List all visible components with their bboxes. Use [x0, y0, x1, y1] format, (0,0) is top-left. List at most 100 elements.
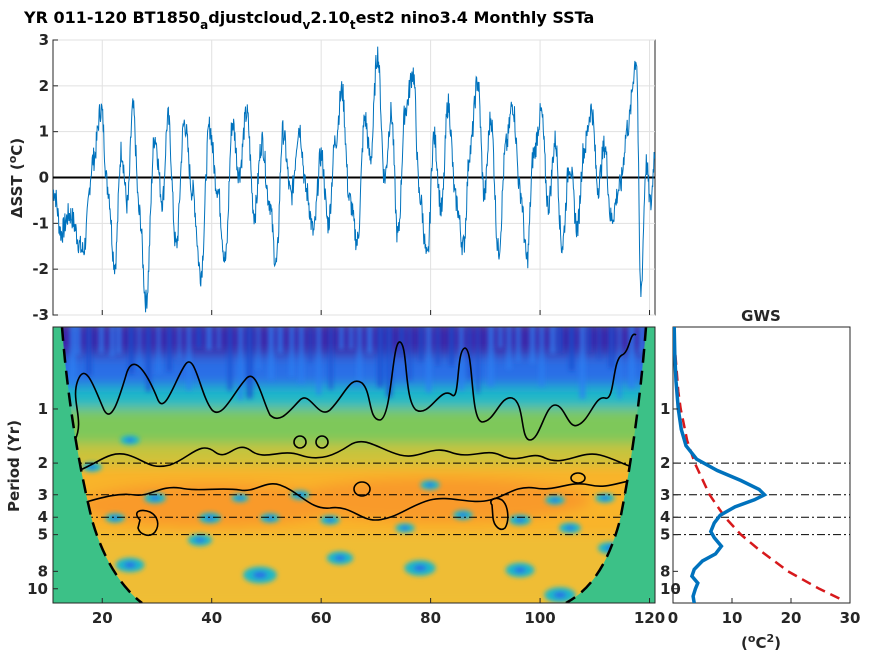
wavelet-y-tick-label: 4	[38, 508, 48, 526]
wavelet-streak	[608, 327, 615, 369]
wavelet-streak	[579, 327, 586, 399]
wavelet-x-tick-label: 80	[420, 609, 441, 627]
chart-title: YR 011-120 BT1850adjustcloudv2.10test2 n…	[23, 8, 594, 32]
wavelet-y-tick-label: 5	[38, 526, 48, 544]
timeseries-ylabel: ΔSST (oC)	[6, 138, 26, 218]
wavelet-x-tick-label: 40	[201, 609, 222, 627]
cone-of-influence-left	[53, 327, 142, 603]
wavelet-streak	[639, 327, 645, 354]
gws-y-tick-label: 8	[660, 562, 670, 580]
wavelet-band-annual	[53, 386, 655, 410]
wavelet-minimum-core	[601, 496, 609, 500]
significance-contour-small-b	[490, 497, 509, 531]
title-part: YR 011-120 BT1850	[23, 8, 200, 27]
wavelet-streak	[329, 327, 333, 390]
gws-significance-line	[674, 354, 843, 601]
wavelet-band-short-period	[53, 327, 655, 360]
wavelet-streak	[488, 327, 494, 387]
significance-contour-upper	[74, 333, 637, 441]
wavelet-minimum-core	[111, 516, 119, 520]
wavelet-minimum-core	[551, 498, 559, 502]
wavelet-x-tick-label: 100	[524, 609, 555, 627]
wavelet-x-tick-label: 60	[311, 609, 332, 627]
wavelet-streak	[146, 327, 151, 392]
wavelet-minimum-core	[565, 525, 575, 531]
wavelet-x-ticks: 20 40 60 80 100 120	[92, 310, 665, 627]
timeseries-y-tick-label: 1	[39, 123, 49, 141]
wavelet-streak	[137, 327, 141, 369]
gws-y-tick-label: 1	[660, 400, 670, 418]
gws-y-tick-label: 2	[660, 454, 670, 472]
wavelet-streak	[516, 327, 521, 362]
wavelet-streak	[167, 327, 172, 372]
wavelet-hotspot-b	[290, 478, 590, 522]
wavelet-streak	[628, 327, 635, 389]
wavelet-streak	[476, 327, 480, 394]
wavelet-streak	[98, 327, 104, 354]
wavelet-streak	[217, 327, 221, 350]
wavelet-streak	[587, 327, 592, 353]
wavelet-streak	[308, 327, 312, 362]
significance-contour-small-d	[293, 435, 307, 449]
title-part: a	[200, 18, 208, 32]
wavelet-streak	[349, 327, 354, 350]
gws-x-tick-label: 20	[781, 609, 802, 627]
wavelet-streak	[386, 327, 393, 398]
significance-contour-small-e	[315, 435, 329, 449]
wavelet-streak	[339, 327, 344, 350]
wavelet-streak	[196, 327, 202, 349]
wavelet-streak	[597, 327, 601, 360]
wavelet-x-tick-label: 20	[92, 609, 113, 627]
wavelet-streak	[459, 327, 464, 391]
wavelet-ylabel: Period (Yr)	[5, 420, 23, 512]
wavelet-streak	[568, 327, 575, 371]
cone-of-influence-edge-left	[60, 327, 143, 603]
wavelet-streak	[238, 327, 243, 400]
wavelet-streak	[299, 327, 304, 383]
wavelet-streak	[399, 327, 404, 356]
cone-of-influence-edge-right	[565, 327, 648, 603]
significance-contour-small-c	[353, 481, 371, 497]
wavelet-streak	[206, 327, 212, 351]
wavelet-minimum-core	[205, 515, 215, 521]
wavelet-band-enso-low	[53, 444, 655, 468]
wavelet-minimum-core	[195, 537, 205, 543]
wavelet-streak	[426, 327, 432, 393]
wavelet-streak	[256, 327, 260, 370]
wavelet-minimum-core	[553, 591, 567, 599]
wavelet-streak	[277, 327, 283, 354]
title-part: t	[350, 18, 356, 32]
wavelet-band-sub-annual	[53, 356, 655, 388]
significance-contour-enso	[74, 479, 646, 521]
wavelet-streak	[186, 327, 191, 391]
significance-contours	[74, 333, 646, 537]
title-part: v	[303, 18, 311, 32]
wavelet-minimum-core	[401, 526, 409, 530]
wavelet-minimum-core	[126, 438, 134, 442]
gws-axes-box	[672, 326, 851, 604]
timeseries-panel: -3 -2 -1 0 1 2 3 ΔSST (oC)	[6, 31, 656, 324]
wavelet-streak	[377, 327, 384, 388]
timeseries-y-tick-label: -3	[32, 306, 49, 324]
wavelet-streak	[69, 327, 76, 387]
wavelet-streak	[529, 327, 536, 364]
wavelet-x-tick-label: 120	[634, 609, 665, 627]
timeseries-y-tick-label: 3	[39, 31, 49, 49]
gws-y-tick-label: 10	[660, 580, 681, 598]
wavelet-minimum-core	[426, 483, 434, 487]
significance-contour-small-a	[135, 509, 159, 537]
gws-x-ticks: 0 10 20 30	[668, 598, 861, 627]
wavelet-streak	[246, 327, 253, 399]
gws-spectrum-line	[673, 327, 768, 603]
wavelet-minimum-core	[459, 513, 467, 517]
wavelet-minimum-core	[236, 496, 244, 500]
wavelet-streak	[116, 327, 122, 355]
wavelet-streak	[506, 327, 512, 370]
wavelet-streak	[86, 327, 92, 376]
wavelet-streak	[557, 327, 563, 353]
wavelet-minimum-core	[413, 564, 427, 572]
title-part: djustcloud	[208, 8, 302, 27]
gws-x-tick-label: 30	[840, 609, 861, 627]
wavelet-y-tick-label: 8	[38, 562, 48, 580]
